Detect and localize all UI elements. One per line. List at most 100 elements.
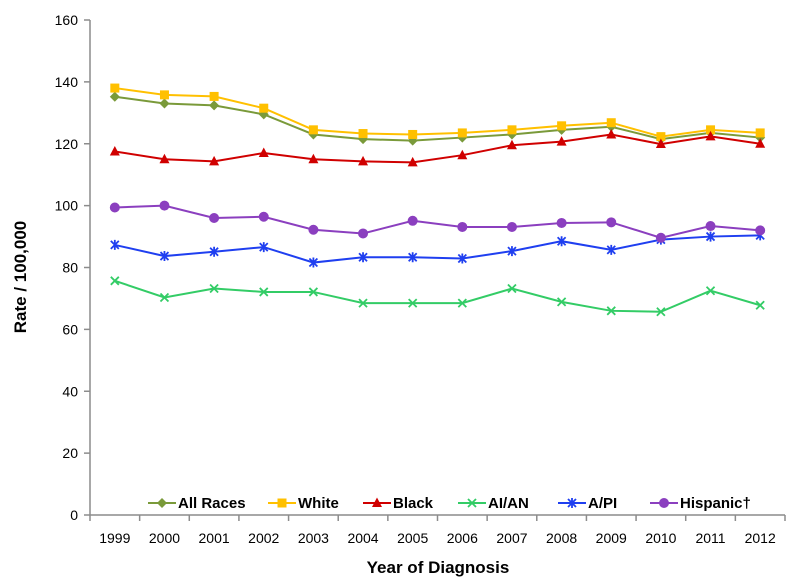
data-point (358, 228, 369, 239)
data-point (358, 298, 368, 308)
legend-label: Hispanic† (680, 495, 751, 512)
data-point (258, 147, 269, 158)
data-point (159, 292, 170, 303)
data-point (606, 118, 616, 128)
y-tick-label: 40 (62, 383, 78, 399)
legend-label: A/PI (588, 495, 617, 512)
y-tick-label: 120 (55, 136, 79, 152)
legend-swatch-marker (157, 498, 167, 508)
legend-entry: White (268, 495, 339, 512)
data-point (259, 242, 269, 253)
data-point (705, 221, 716, 232)
x-tick-label: 2000 (149, 530, 180, 546)
data-point (457, 253, 467, 264)
data-point (457, 298, 467, 308)
data-point (556, 217, 567, 228)
data-point (408, 298, 418, 308)
data-point (556, 236, 567, 247)
data-point (457, 128, 467, 138)
data-point (358, 129, 368, 139)
legend-label: AI/AN (488, 495, 529, 512)
legend-label: Black (393, 495, 434, 512)
x-tick-label: 2003 (298, 530, 329, 546)
series-line (114, 204, 761, 239)
data-point (110, 239, 120, 250)
data-point (259, 287, 269, 297)
data-point (705, 231, 716, 242)
x-tick-label: 2006 (447, 530, 478, 546)
data-point (209, 283, 219, 294)
series-line (114, 234, 761, 264)
legend-label: All Races (178, 495, 246, 512)
data-point (755, 300, 765, 310)
legend-swatch-marker (467, 498, 477, 508)
x-tick-label: 2008 (546, 530, 577, 546)
data-point (705, 130, 716, 141)
y-tick-label: 100 (55, 198, 79, 214)
legend-swatch-marker (277, 498, 287, 508)
axes: 0 20 40 60 80 100 120 140 160 1999 2000 2001 2002 20… (55, 12, 786, 546)
data-point (109, 91, 120, 102)
y-tick-label: 60 (62, 321, 78, 337)
data-point (159, 90, 169, 100)
data-point (308, 257, 319, 268)
data-point (507, 283, 517, 294)
series-line (114, 87, 761, 138)
data-point (556, 136, 567, 146)
data-point (557, 121, 567, 131)
data-point (606, 244, 616, 255)
data-point (407, 215, 418, 226)
legend-swatch-marker (567, 498, 577, 508)
series-0 (109, 91, 766, 146)
data-point (755, 225, 766, 236)
data-point (308, 153, 319, 164)
x-tick-label: 2007 (496, 530, 527, 546)
data-point (110, 276, 120, 286)
data-point (705, 286, 716, 296)
data-point (507, 246, 517, 257)
data-point (755, 138, 766, 148)
data-point (159, 200, 170, 211)
data-point (457, 221, 468, 232)
x-tick-label: 1999 (99, 530, 130, 546)
legend-entry: All Races (148, 495, 246, 512)
data-point (556, 297, 567, 307)
y-tick-label: 80 (62, 260, 78, 276)
data-point (656, 132, 666, 142)
x-tick-label: 2011 (695, 530, 725, 546)
series-line (114, 133, 761, 164)
data-point (258, 211, 269, 222)
legend-label: White (298, 495, 339, 512)
x-tick-label: 2005 (397, 530, 428, 546)
y-axis-ticks: 0 20 40 60 80 100 120 140 160 (55, 12, 90, 523)
x-tick-label: 2001 (199, 530, 230, 546)
series-lines (109, 83, 766, 317)
data-point (606, 217, 617, 228)
series-2 (109, 128, 766, 167)
y-tick-label: 140 (55, 74, 79, 90)
legend-swatch-marker (659, 498, 669, 508)
data-point (209, 155, 220, 166)
y-tick-label: 20 (62, 445, 78, 461)
data-point (457, 149, 468, 160)
x-axis-ticks: 1999 2000 2001 2002 2003 2004 2005 2006 2007 2008… (89, 515, 786, 546)
x-tick-label: 2002 (248, 530, 279, 546)
x-tick-label: 2009 (596, 530, 627, 546)
data-point (308, 125, 318, 135)
legend-entry: A/PI (558, 495, 617, 512)
x-tick-label: 2012 (745, 530, 776, 546)
x-axis-title: Year of Diagnosis (367, 558, 510, 577)
data-point (408, 252, 418, 263)
data-point (308, 224, 319, 235)
x-tick-label: 2004 (347, 530, 378, 546)
data-point (706, 125, 716, 135)
data-point (358, 252, 368, 263)
data-point (407, 156, 418, 167)
y-tick-label: 0 (70, 507, 78, 523)
data-point (159, 251, 170, 262)
data-point (655, 138, 666, 149)
data-point (507, 125, 517, 135)
series-1 (110, 83, 765, 142)
